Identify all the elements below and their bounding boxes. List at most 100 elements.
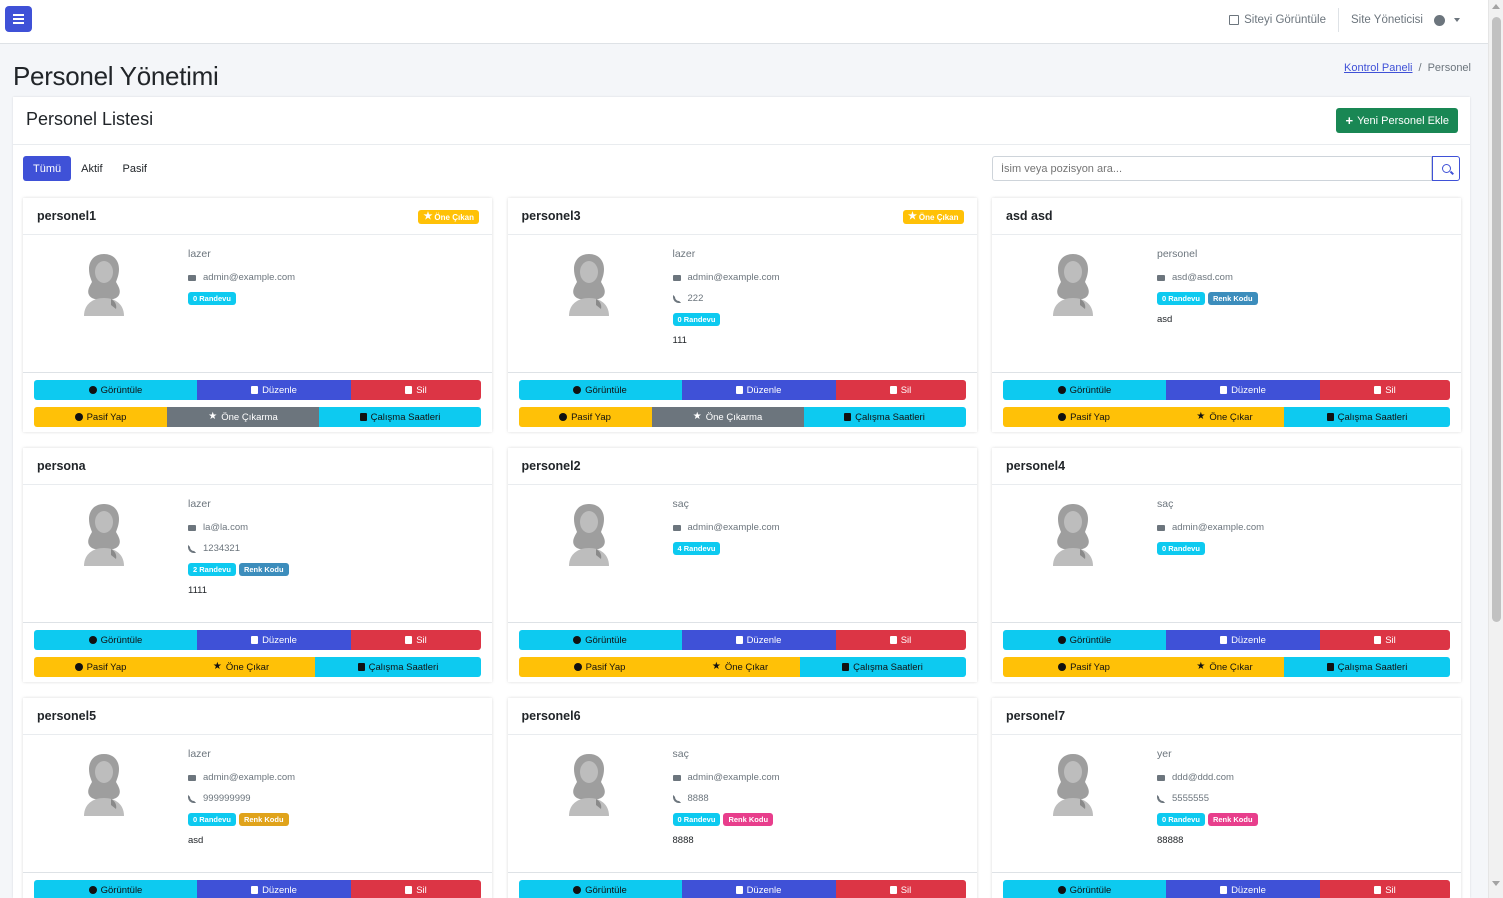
feature-button[interactable]: ★ Öne Çıkar bbox=[1165, 407, 1284, 427]
delete-button[interactable]: Sil bbox=[835, 630, 966, 650]
view-button[interactable]: Görüntüle bbox=[34, 880, 197, 898]
scrollbar-thumb[interactable] bbox=[1492, 17, 1501, 622]
edit-button[interactable]: Düzenle bbox=[681, 380, 836, 400]
action-row-secondary: Pasif Yap ★ Öne Çıkar Çalışma Saatleri bbox=[518, 657, 966, 677]
view-button[interactable]: Görüntüle bbox=[518, 630, 682, 650]
edit-button[interactable]: Düzenle bbox=[1166, 880, 1320, 898]
working-hours-button[interactable]: Çalışma Saatleri bbox=[1284, 407, 1450, 427]
edit-button[interactable]: Düzenle bbox=[197, 880, 351, 898]
eye-icon bbox=[573, 636, 582, 644]
edit-button[interactable]: Düzenle bbox=[681, 880, 836, 898]
eye-icon bbox=[1057, 636, 1066, 644]
appointment-badge: 0 Randevu bbox=[188, 813, 236, 826]
user-menu[interactable]: Site Yöneticisi bbox=[1339, 14, 1472, 26]
menu-toggle-button[interactable] bbox=[5, 6, 32, 32]
chevron-down-icon bbox=[1454, 18, 1460, 22]
unfeature-button[interactable]: ★ Öne Çıkarma bbox=[651, 407, 804, 427]
make-passive-button[interactable]: Pasif Yap bbox=[1003, 657, 1165, 677]
card-title: Personel Listesi bbox=[26, 109, 154, 129]
filter-tabs: Tümü Aktif Pasif bbox=[23, 156, 157, 181]
edit-icon bbox=[735, 886, 743, 894]
badge-row: 2 Randevu Renk Kodu bbox=[188, 559, 289, 580]
make-passive-button[interactable]: Pasif Yap bbox=[518, 407, 652, 427]
phone-line: 1234321 bbox=[188, 538, 289, 559]
search-button[interactable] bbox=[1432, 156, 1460, 181]
edit-button[interactable]: Düzenle bbox=[1166, 630, 1320, 650]
feature-button[interactable]: ★ Öne Çıkar bbox=[167, 657, 315, 677]
delete-button[interactable]: Sil bbox=[835, 880, 966, 898]
view-button[interactable]: Görüntüle bbox=[518, 380, 682, 400]
make-passive-button[interactable]: Pasif Yap bbox=[34, 657, 167, 677]
working-hours-button[interactable]: Çalışma Saatleri bbox=[315, 657, 481, 677]
edit-button[interactable]: Düzenle bbox=[197, 630, 351, 650]
delete-button[interactable]: Sil bbox=[1320, 380, 1450, 400]
view-label: Görüntüle bbox=[1069, 384, 1112, 396]
working-hours-button[interactable]: Çalışma Saatleri bbox=[1284, 657, 1450, 677]
staff-email: asd@asd.com bbox=[1172, 272, 1233, 283]
delete-button[interactable]: Sil bbox=[1320, 630, 1450, 650]
email-line: asd@asd.com bbox=[1157, 267, 1258, 288]
staff-name: personel4 bbox=[1006, 459, 1066, 473]
delete-button[interactable]: Sil bbox=[1320, 880, 1450, 898]
feature-button[interactable]: ★ Öne Çıkar bbox=[1165, 657, 1284, 677]
badge-row: 0 Randevu bbox=[1157, 538, 1264, 559]
working-hours-button[interactable]: Çalışma Saatleri bbox=[319, 407, 481, 427]
feature-label: Öne Çıkar bbox=[225, 661, 270, 673]
view-button[interactable]: Görüntüle bbox=[518, 880, 682, 898]
view-button[interactable]: Görüntüle bbox=[34, 380, 197, 400]
badge-row: 0 Randevu Renk Kodu bbox=[188, 809, 295, 830]
delete-button[interactable]: Sil bbox=[351, 880, 481, 898]
staff-position: lazer bbox=[188, 248, 211, 260]
tab-all[interactable]: Tümü bbox=[23, 156, 72, 181]
delete-button[interactable]: Sil bbox=[351, 380, 481, 400]
working-hours-label: Çalışma Saatleri bbox=[1337, 661, 1408, 673]
make-passive-label: Pasif Yap bbox=[86, 411, 127, 423]
scrollbar[interactable] bbox=[1488, 0, 1503, 898]
unfeature-button[interactable]: ★ Öne Çıkarma bbox=[167, 407, 319, 427]
trash-icon bbox=[1374, 386, 1382, 394]
make-passive-button[interactable]: Pasif Yap bbox=[34, 407, 167, 427]
edit-button[interactable]: Düzenle bbox=[681, 630, 836, 650]
delete-button[interactable]: Sil bbox=[351, 630, 481, 650]
view-button[interactable]: Görüntüle bbox=[1003, 880, 1166, 898]
view-button[interactable]: Görüntüle bbox=[1003, 630, 1166, 650]
edit-label: Düzenle bbox=[746, 634, 782, 646]
staff-email: admin@example.com bbox=[687, 522, 780, 533]
feature-button[interactable]: ★ Öne Çıkar bbox=[680, 657, 800, 677]
scroll-up-arrow[interactable] bbox=[1492, 4, 1500, 9]
view-label: Görüntüle bbox=[1069, 884, 1112, 896]
tab-passive[interactable]: Pasif bbox=[122, 162, 147, 175]
staff-position: lazer bbox=[188, 498, 211, 510]
staff-card: personel7 yer ddd@ddd.com 5555555 0 Randevu R… bbox=[992, 698, 1461, 898]
action-row-primary: Görüntüle Düzenle Sil bbox=[518, 880, 966, 898]
edit-button[interactable]: Düzenle bbox=[197, 380, 351, 400]
delete-button[interactable]: Sil bbox=[835, 380, 966, 400]
view-button[interactable]: Görüntüle bbox=[34, 630, 197, 650]
color-code-badge: Renk Kodu bbox=[238, 813, 289, 826]
featured-label: Öne Çıkan bbox=[918, 212, 959, 222]
search-input[interactable] bbox=[992, 156, 1432, 181]
staff-card-header: personel4 bbox=[992, 448, 1461, 485]
appointment-badge: 0 Randevu bbox=[1157, 542, 1205, 555]
working-hours-label: Çalışma Saatleri bbox=[853, 661, 923, 673]
staff-position: lazer bbox=[672, 248, 696, 260]
working-hours-button[interactable]: Çalışma Saatleri bbox=[799, 657, 966, 677]
make-passive-button[interactable]: Pasif Yap bbox=[1003, 407, 1165, 427]
user-name: Site Yöneticisi bbox=[1350, 14, 1423, 26]
view-site-link[interactable]: Siteyi Görüntüle bbox=[1217, 14, 1338, 26]
circle-icon bbox=[74, 413, 83, 421]
staff-card: personel3 ★ Öne Çıkan lazer admin@example.co… bbox=[507, 198, 977, 432]
edit-label: Düzenle bbox=[1231, 884, 1266, 896]
tab-active[interactable]: Aktif bbox=[81, 162, 103, 175]
make-passive-button[interactable]: Pasif Yap bbox=[518, 657, 681, 677]
breadcrumb-home-link[interactable]: Kontrol Paneli bbox=[1344, 62, 1413, 74]
edit-button[interactable]: Düzenle bbox=[1166, 380, 1320, 400]
working-hours-button[interactable]: Çalışma Saatleri bbox=[803, 407, 966, 427]
phone-line: 999999999 bbox=[188, 788, 295, 809]
add-staff-button[interactable]: + Yeni Personel Ekle bbox=[1336, 108, 1458, 133]
view-button[interactable]: Görüntüle bbox=[1003, 380, 1166, 400]
scroll-down-arrow[interactable] bbox=[1492, 881, 1500, 886]
